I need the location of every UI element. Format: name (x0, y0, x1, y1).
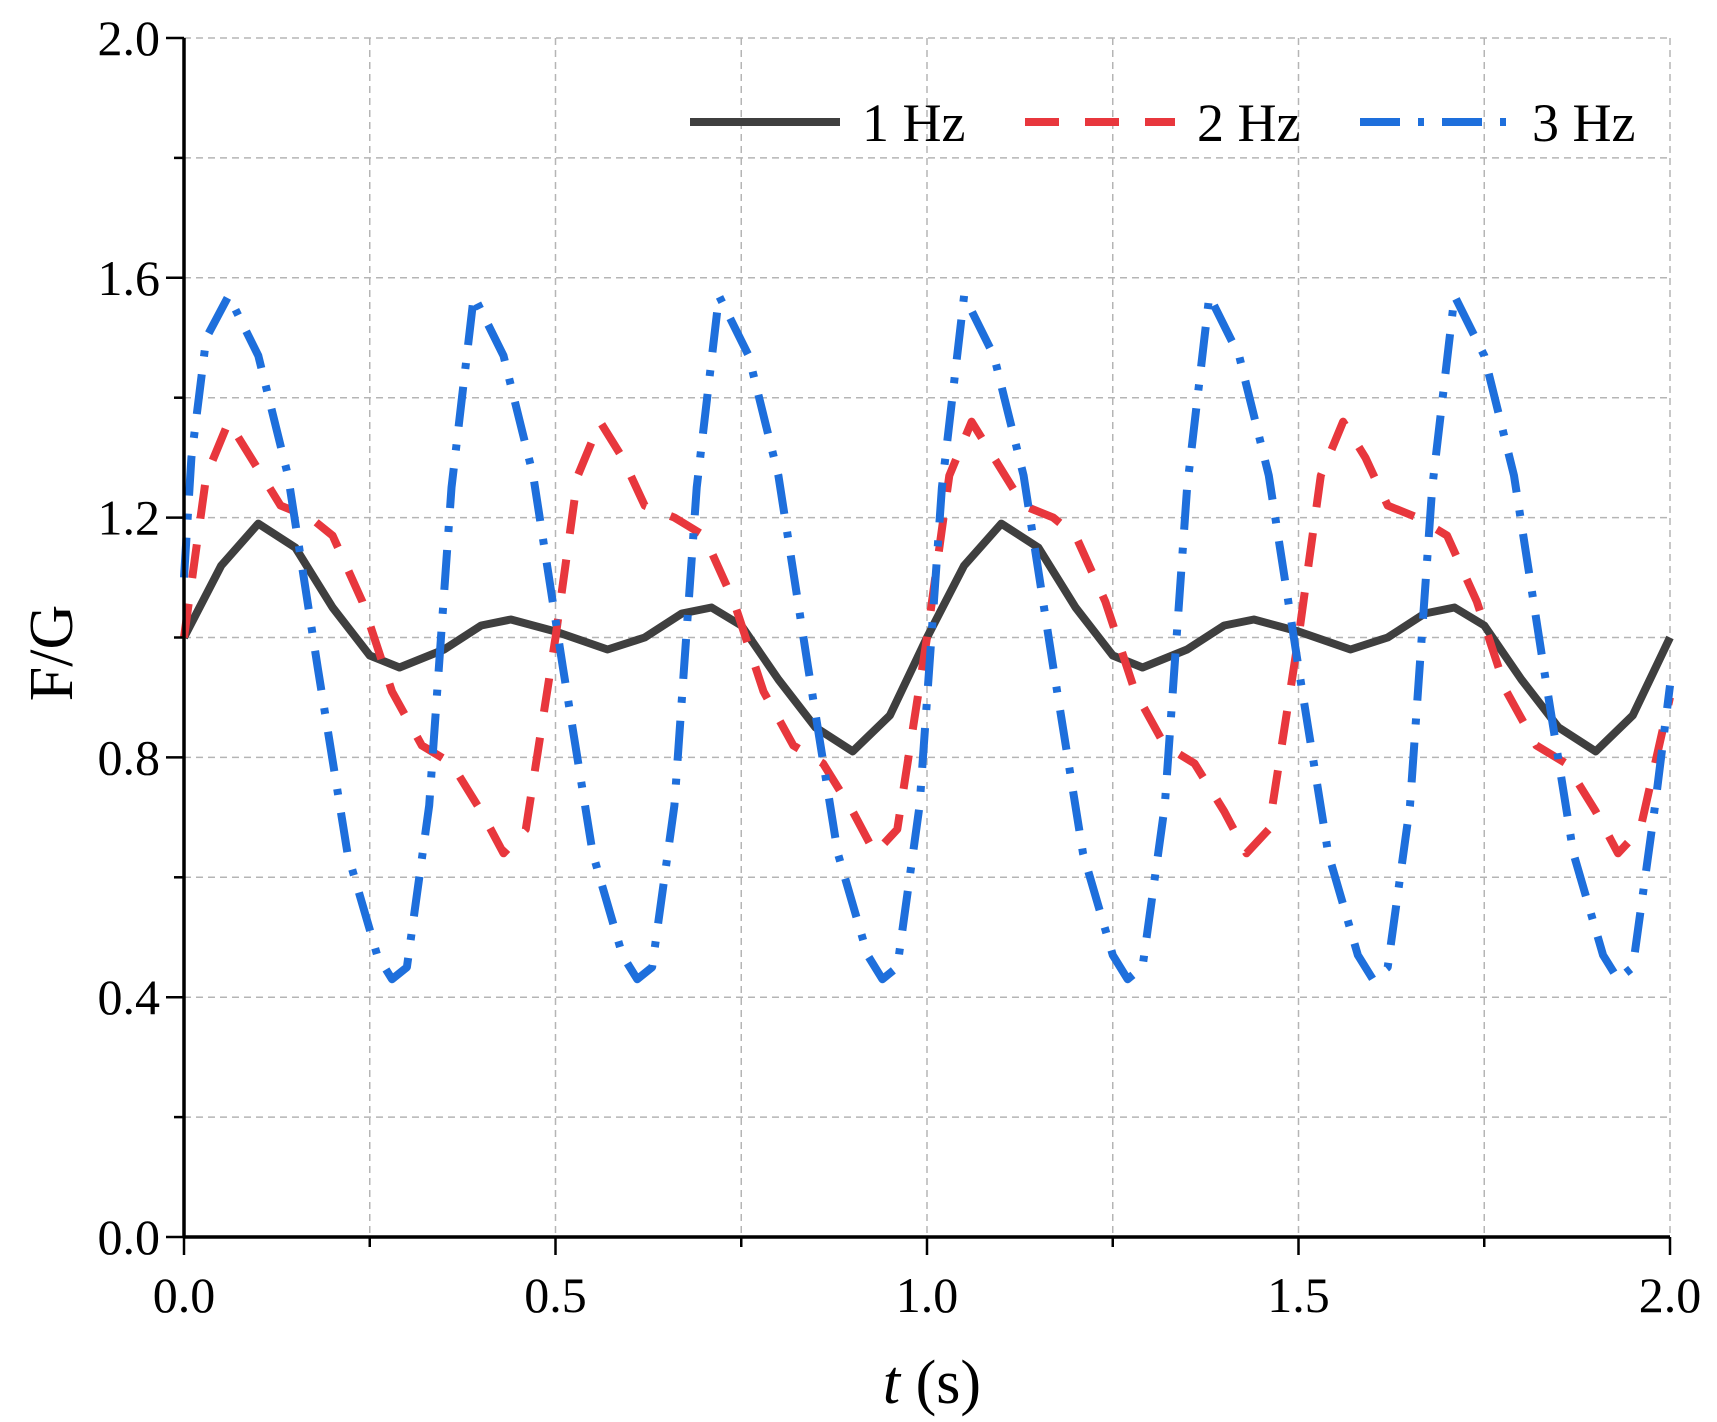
x-tick-label: 2.0 (1639, 1267, 1702, 1323)
y-tick-label: 2.0 (98, 10, 161, 66)
series-line-3 (180, 291, 1674, 984)
legend: 1 Hz 2 Hz 3 Hz (690, 93, 1635, 153)
legend-label-2: 2 Hz (1197, 93, 1300, 153)
y-tick-label: 0.4 (98, 969, 161, 1025)
y-tick-label: 0.8 (98, 729, 161, 785)
x-tick-label: 1.0 (896, 1267, 959, 1323)
legend-label-1: 1 Hz (862, 93, 965, 153)
legend-label-3: 3 Hz (1532, 93, 1635, 153)
y-tick-label: 1.2 (98, 490, 161, 546)
tick-labels: 0.0 0.4 0.8 1.2 1.6 2.0 0.0 0.5 1.0 1.5 2.0 (98, 10, 1702, 1323)
y-axis-title: F/G (18, 605, 86, 701)
y-tick-label: 0.0 (98, 1209, 161, 1265)
y-tick-label: 1.6 (98, 250, 161, 306)
x-tick-label: 0.0 (153, 1267, 216, 1323)
axes (166, 36, 1672, 1255)
x-tick-label: 1.5 (1267, 1267, 1330, 1323)
plot-series (180, 291, 1674, 984)
x-axis-title: t (s) (883, 1349, 981, 1417)
x-tick-label: 0.5 (524, 1267, 587, 1323)
